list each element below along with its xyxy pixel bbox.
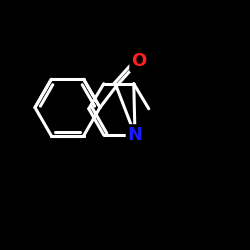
Text: N: N — [128, 126, 142, 144]
Text: O: O — [131, 52, 146, 70]
